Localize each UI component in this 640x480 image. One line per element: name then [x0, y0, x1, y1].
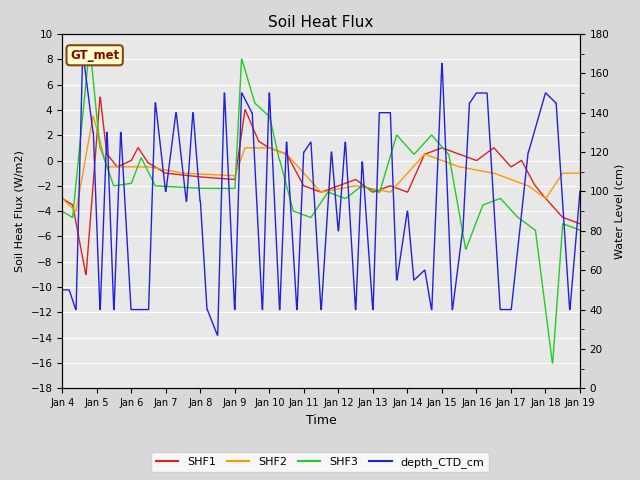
Y-axis label: Water Level (cm): Water Level (cm) [615, 164, 625, 259]
SHF1 [279, 150, 287, 156]
SHF2 [576, 170, 584, 176]
Line: SHF1: SHF1 [62, 97, 580, 275]
SHF2 [354, 183, 362, 189]
SHF3 [120, 181, 127, 187]
SHF1 [299, 181, 307, 187]
Line: SHF3: SHF3 [62, 47, 580, 363]
SHF1 [354, 178, 362, 184]
SHF3 [278, 167, 286, 172]
SHF2 [299, 169, 307, 175]
SHF1 [96, 95, 104, 100]
SHF2 [289, 158, 297, 164]
SHF3 [58, 208, 66, 214]
SHF2 [89, 113, 97, 119]
SHF1 [289, 164, 297, 169]
depth_CTD_cm [79, 51, 86, 57]
SHF3 [353, 187, 361, 192]
SHF1 [99, 119, 107, 124]
Legend: SHF1, SHF2, SHF3, depth_CTD_cm: SHF1, SHF2, SHF3, depth_CTD_cm [152, 452, 488, 472]
SHF2 [120, 164, 128, 170]
SHF2 [99, 150, 107, 156]
Title: Soil Heat Flux: Soil Heat Flux [268, 15, 374, 30]
Text: GT_met: GT_met [70, 49, 119, 62]
depth_CTD_cm [299, 174, 307, 180]
SHF1 [120, 161, 128, 167]
X-axis label: Time: Time [306, 414, 337, 427]
depth_CTD_cm [99, 241, 106, 247]
Line: depth_CTD_cm: depth_CTD_cm [62, 54, 580, 335]
depth_CTD_cm [354, 265, 362, 271]
depth_CTD_cm [214, 332, 221, 338]
SHF2 [58, 195, 66, 201]
depth_CTD_cm [58, 287, 66, 293]
depth_CTD_cm [289, 249, 297, 255]
SHF2 [279, 150, 287, 156]
Y-axis label: Soil Heat Flux (W/m2): Soil Heat Flux (W/m2) [15, 150, 25, 272]
SHF3 [289, 207, 297, 213]
SHF3 [99, 152, 106, 157]
SHF3 [548, 360, 556, 366]
SHF1 [82, 272, 90, 277]
SHF3 [298, 212, 306, 217]
depth_CTD_cm [120, 179, 127, 184]
Line: SHF2: SHF2 [62, 116, 580, 211]
depth_CTD_cm [279, 236, 287, 242]
depth_CTD_cm [576, 189, 584, 194]
SHF3 [86, 44, 93, 49]
SHF3 [576, 227, 584, 233]
SHF1 [58, 195, 66, 201]
SHF2 [72, 208, 79, 214]
SHF1 [576, 221, 584, 227]
